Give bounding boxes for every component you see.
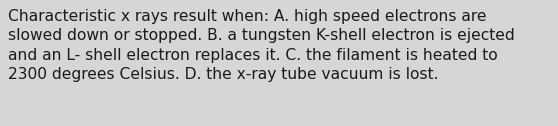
Text: Characteristic x rays result when: A. high speed electrons are
slowed down or st: Characteristic x rays result when: A. hi… (8, 9, 515, 83)
